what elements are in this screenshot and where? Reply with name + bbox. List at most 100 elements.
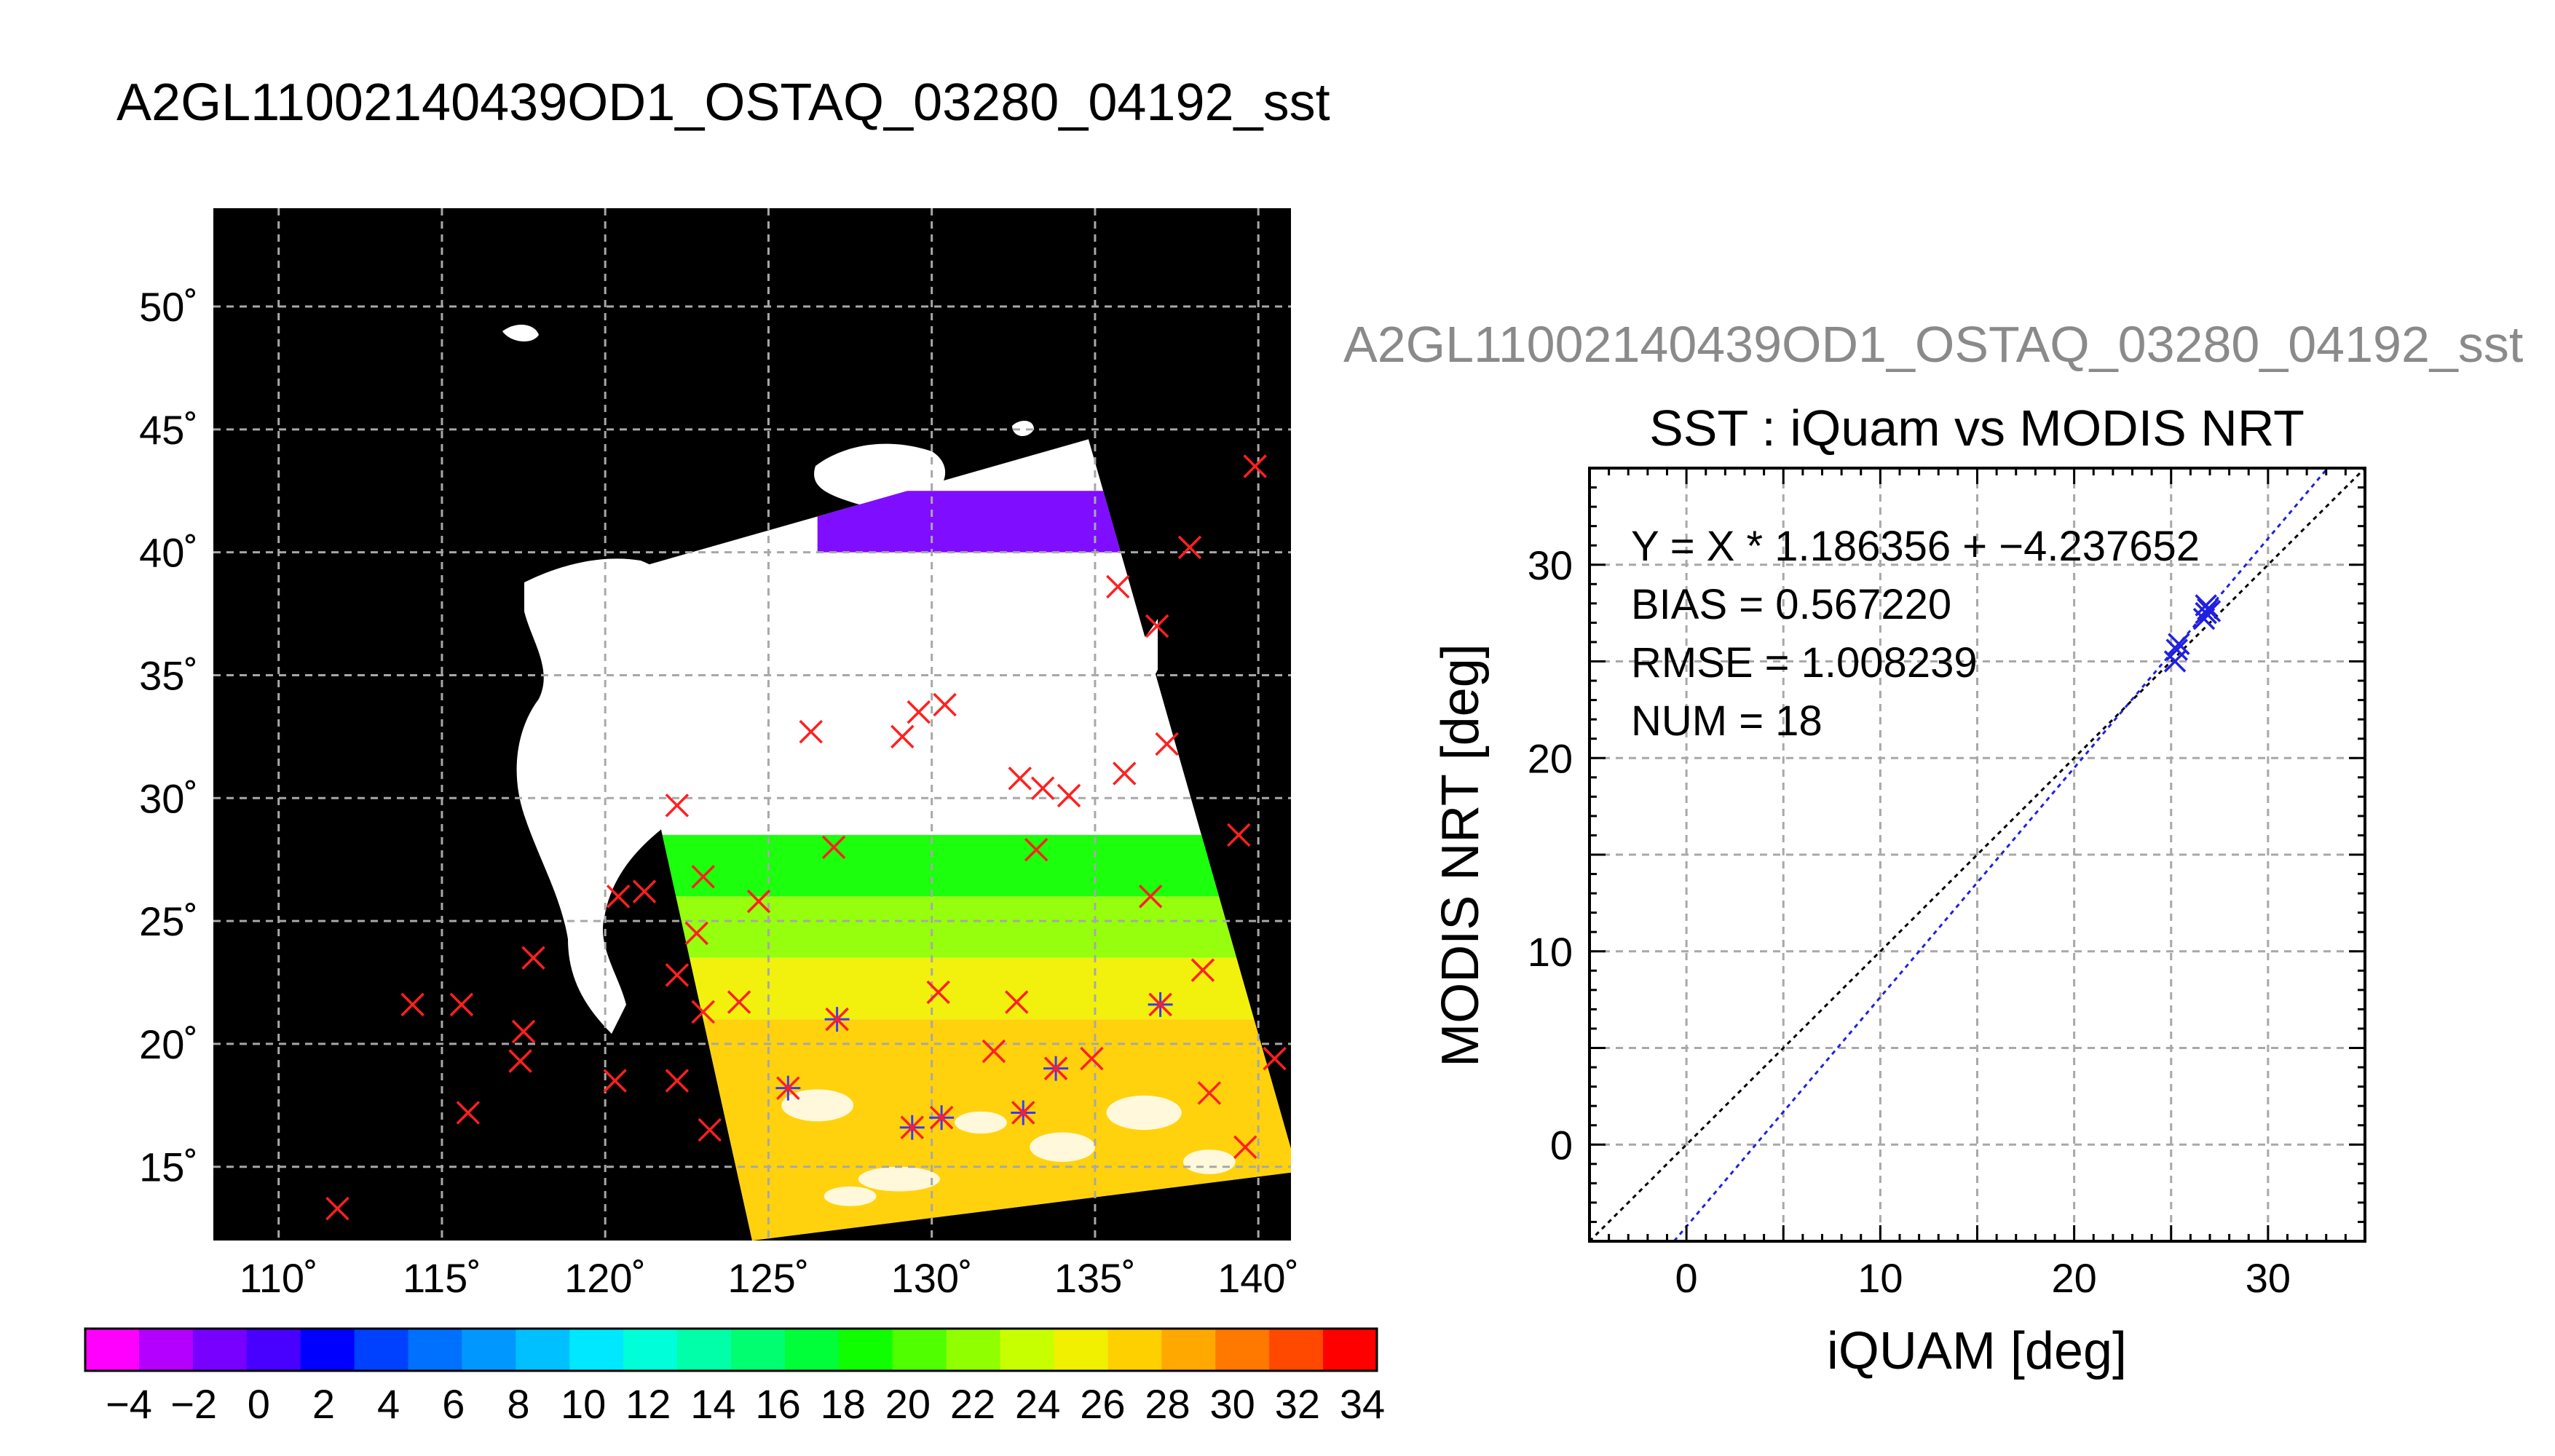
map-y-tick-label: 15˚ — [139, 1144, 198, 1190]
marker-stroke — [982, 1039, 1006, 1064]
colorbar-cell — [85, 1329, 140, 1371]
colorbar-tick-label: 14 — [690, 1381, 735, 1427]
matchup-marker-valid — [824, 1007, 850, 1032]
colorbar-cell — [138, 1329, 194, 1371]
marker-stroke — [632, 879, 657, 903]
point-stroke — [2168, 633, 2190, 655]
marker-stroke — [1008, 767, 1032, 791]
matchup-marker-valid — [929, 1105, 955, 1131]
map-x-tick-label: 120˚ — [564, 1255, 646, 1301]
marker-stroke — [508, 1049, 532, 1073]
japan-landmass — [941, 619, 1158, 802]
matchup-marker — [400, 992, 424, 1017]
map-x-tick-label: 135˚ — [1054, 1255, 1136, 1301]
scatter-point — [2165, 638, 2188, 661]
colorbar-tick-label: 22 — [950, 1381, 995, 1427]
colorbar-tick-labels: −4 −2 0 2 4 6 8 10 12 14 16 18 20 22 24 26 28 30 32 34 — [106, 1381, 1385, 1427]
colorbar-cell — [1269, 1329, 1324, 1371]
colorbar-cell — [677, 1329, 732, 1371]
matchup-marker-valid — [1043, 1056, 1069, 1081]
marker-stroke — [1145, 614, 1169, 638]
marker-stroke — [1106, 574, 1130, 599]
matchup-marker — [1030, 776, 1055, 801]
matchup-marker-valid — [899, 1115, 925, 1140]
point-stroke — [2195, 601, 2217, 625]
matchup-marker — [907, 700, 931, 724]
marker-stroke — [684, 921, 708, 946]
sst-map: 110˚ 115˚ 120˚ 125˚ 130˚ 135˚ 140˚ 15˚ 20˚ 25˚ 30˚… — [139, 208, 1299, 1301]
colorbar-cell — [784, 1329, 840, 1371]
matchup-marker-valid — [1148, 992, 1173, 1017]
scatter-x-tick-label: 10 — [1857, 1255, 1903, 1301]
matchup-marker — [603, 1069, 627, 1093]
colorbar: −4 −2 0 2 4 6 8 10 12 14 16 18 20 22 24 26 28 30 32 34 — [84, 1327, 1385, 1427]
colorbar-cell — [192, 1329, 248, 1371]
colorbar-cell — [408, 1329, 462, 1371]
colorbar-tick-label: 8 — [507, 1381, 529, 1427]
marker-stroke — [665, 794, 690, 818]
matchup-marker — [691, 865, 715, 889]
matchup-marker — [691, 1000, 715, 1024]
sst-band — [605, 834, 1291, 897]
matchup-marker — [511, 1019, 536, 1044]
map-x-tick-label: 115˚ — [403, 1255, 481, 1301]
marker-stroke — [665, 1069, 690, 1093]
matchup-marker — [746, 889, 771, 914]
colorbar-tick-label: 0 — [248, 1381, 270, 1427]
marker-stroke — [606, 885, 631, 909]
matchup-marker — [727, 990, 751, 1014]
matchup-marker — [325, 1196, 350, 1221]
colorbar-tick-label: 32 — [1275, 1381, 1320, 1427]
matchup-marker — [1080, 1046, 1104, 1071]
sst-band — [605, 957, 1291, 1020]
marker-stroke — [926, 980, 950, 1005]
colorbar-tick-label: 26 — [1080, 1381, 1125, 1427]
matchup-marker — [684, 921, 708, 946]
korea-landmass — [516, 558, 792, 1034]
marker-stroke — [1030, 776, 1055, 801]
marker-stroke — [1043, 1056, 1068, 1080]
matchup-marker — [508, 1049, 532, 1073]
scatter-points — [2163, 594, 2222, 673]
matchup-marker-valid — [775, 1075, 801, 1101]
cloud-patch — [1183, 1150, 1236, 1174]
marker-stroke — [929, 1105, 954, 1130]
scatter-x-tick-label: 30 — [2246, 1255, 2291, 1301]
matchup-marker — [665, 794, 690, 818]
colorbar-cell — [731, 1329, 786, 1371]
matchup-marker — [698, 1117, 722, 1142]
matchup-marker — [1233, 1135, 1257, 1159]
cloud-patch — [955, 1111, 1007, 1134]
marker-stroke — [325, 1196, 350, 1221]
matchup-marker — [926, 980, 950, 1005]
colorbar-cell — [1215, 1329, 1270, 1371]
marker-stroke — [1155, 732, 1179, 756]
point-stroke — [2195, 594, 2217, 617]
matchup-marker — [1106, 574, 1130, 599]
map-x-tick-label: 130˚ — [891, 1255, 973, 1301]
map-title: A2GL11002140439OD1_OSTAQ_03280_04192_sst — [117, 74, 1330, 132]
scatter-tick-labels: 0 10 20 30 0 10 20 30 — [1528, 542, 2291, 1301]
cloud-patch — [1106, 1095, 1182, 1131]
colorbar-frame — [84, 1327, 1378, 1372]
map-y-tick-label: 20˚ — [139, 1021, 198, 1067]
matchup-marker — [632, 879, 657, 903]
colorbar-cell — [892, 1329, 947, 1371]
colorbar-tick-label: 30 — [1210, 1381, 1255, 1427]
colorbar-cell — [1323, 1329, 1378, 1371]
marker-stroke — [907, 700, 931, 724]
stat-equation: Y = X * 1.186356 + −4.237652 — [1631, 523, 2200, 570]
map-y-tick-label: 40˚ — [139, 530, 198, 576]
matchup-marker — [521, 946, 545, 970]
marker-stroke — [1177, 535, 1202, 560]
marker-stroke — [891, 724, 915, 749]
scatter-content — [1590, 468, 2365, 1241]
marker-stroke — [511, 1019, 536, 1044]
marker-stroke — [456, 1101, 481, 1125]
point-stroke — [2165, 638, 2188, 661]
one-to-one-line — [1590, 468, 2365, 1241]
matchup-marker — [1197, 1081, 1222, 1105]
map-content — [213, 208, 1291, 1241]
map-y-tick-label: 50˚ — [139, 284, 198, 330]
marker-stroke — [603, 1069, 627, 1093]
